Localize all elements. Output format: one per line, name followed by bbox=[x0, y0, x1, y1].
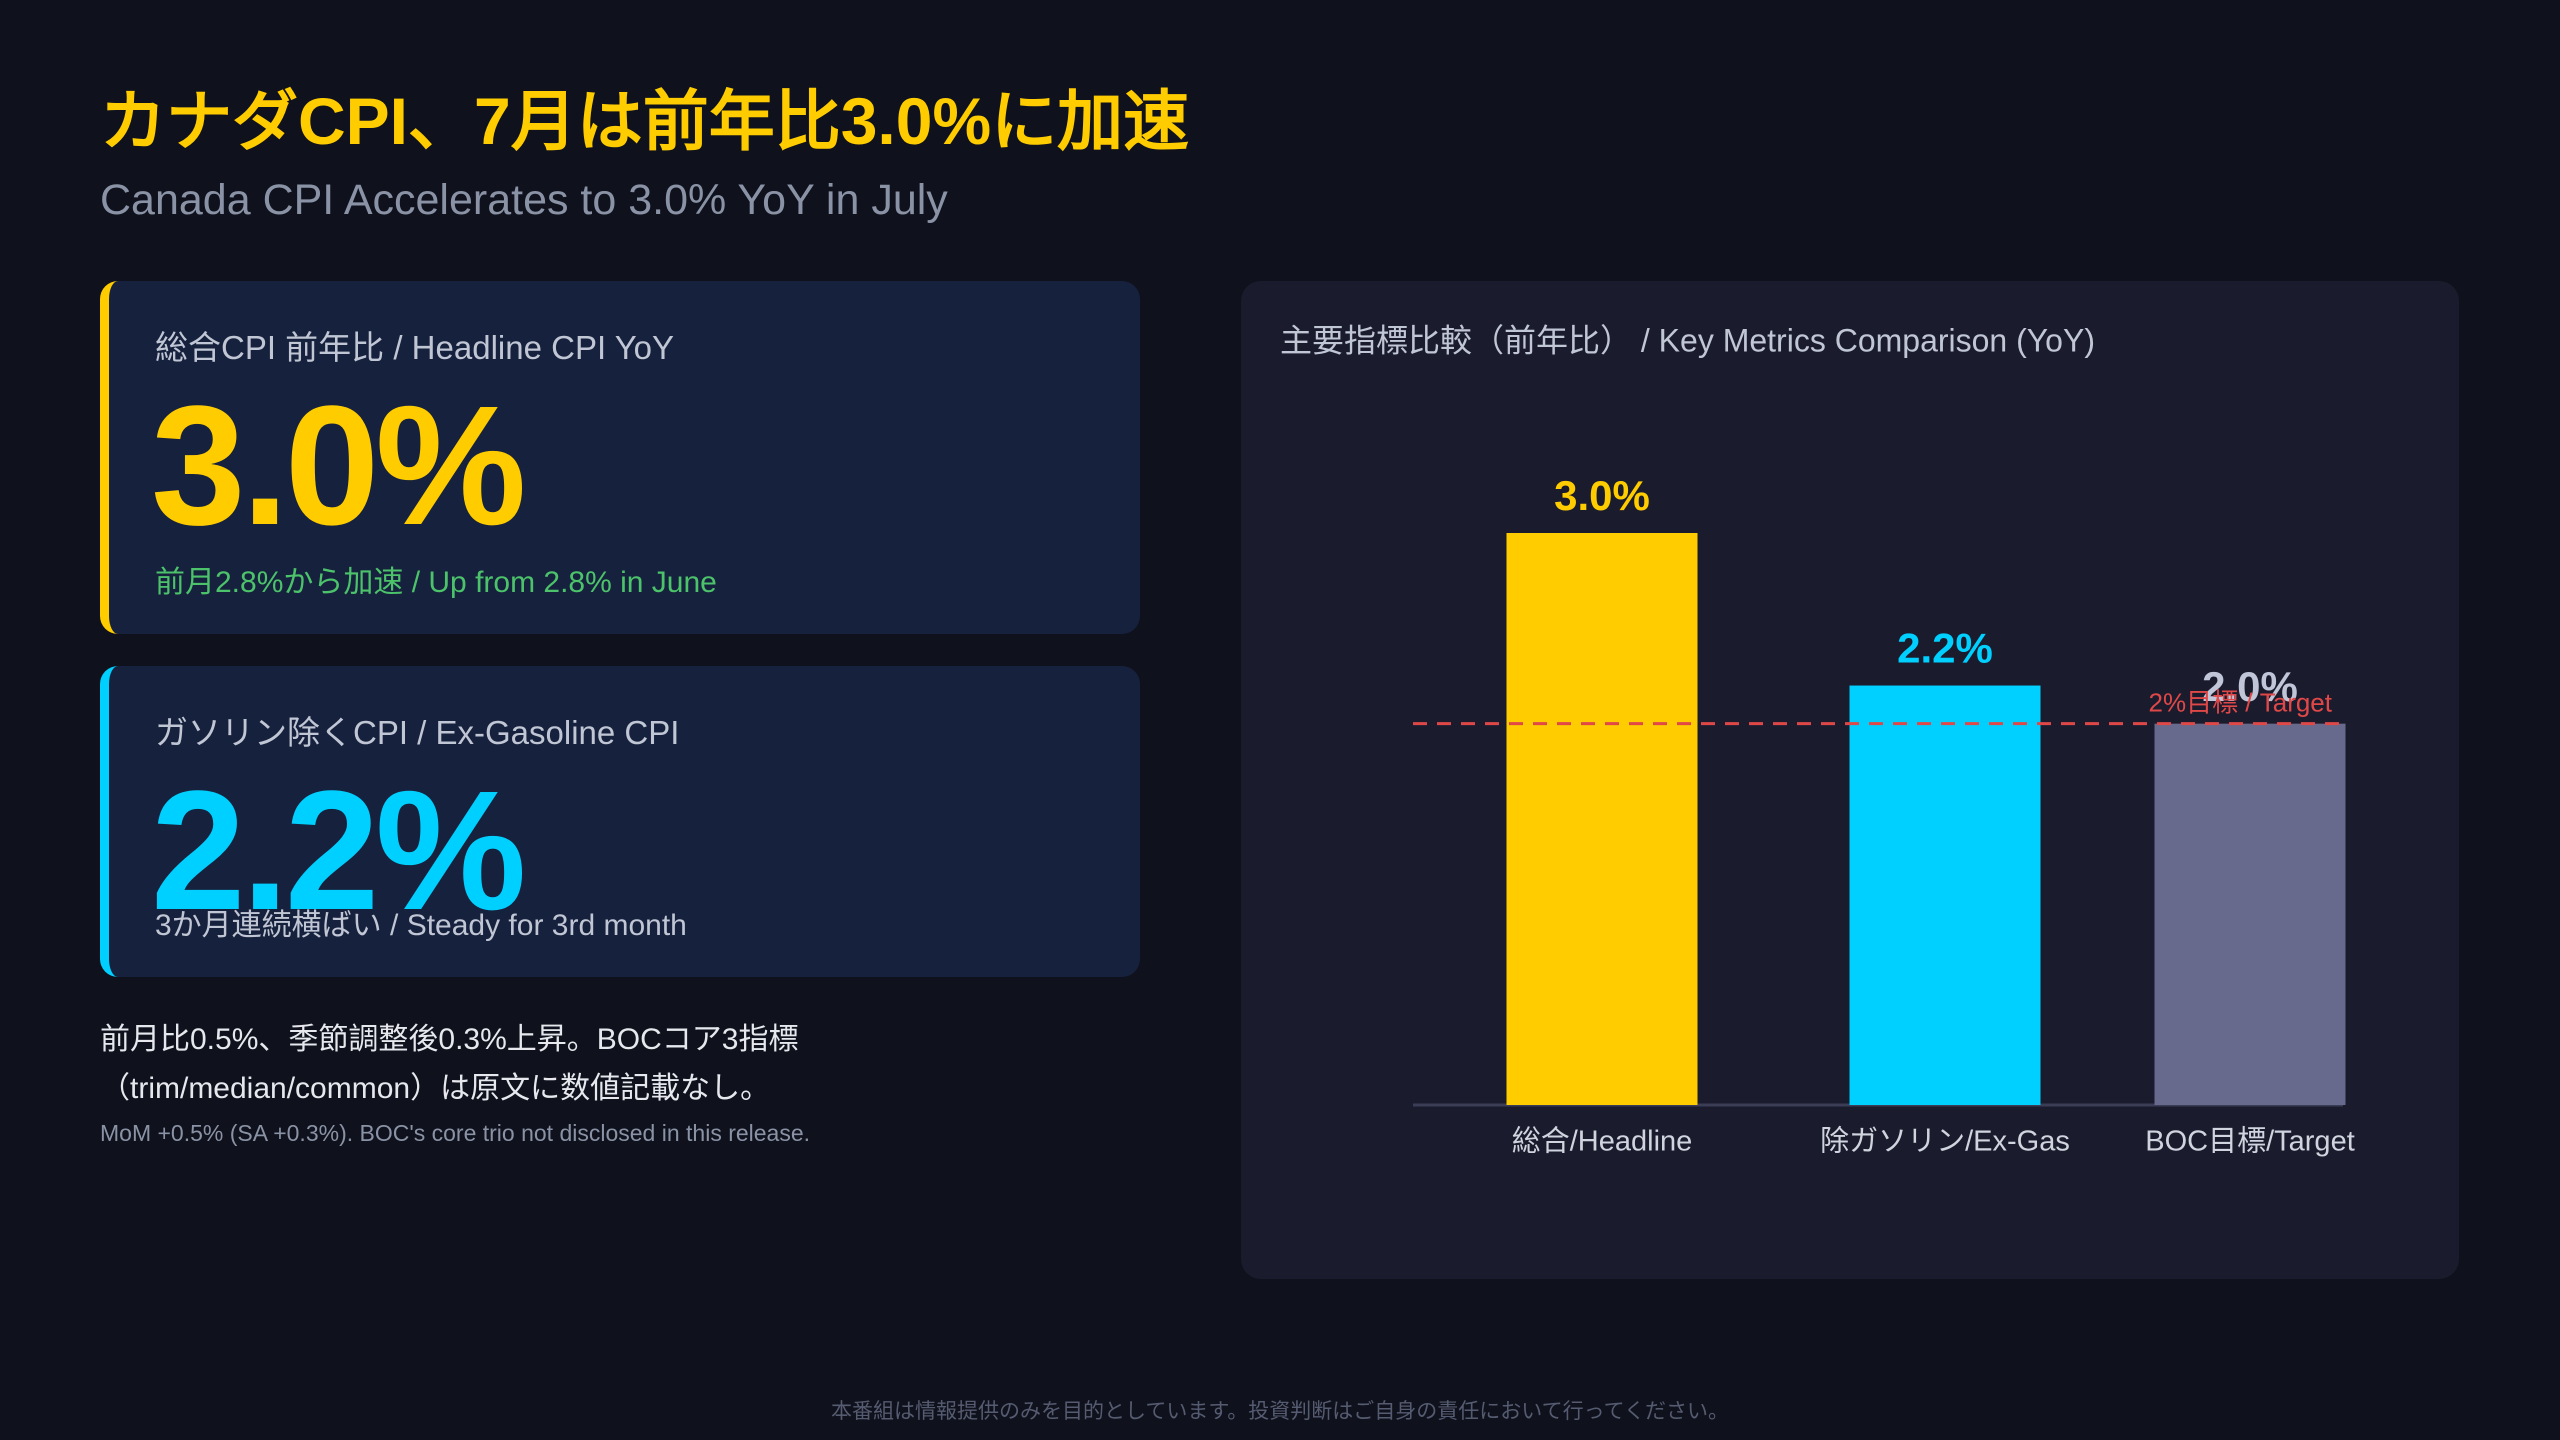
card-value: 2.2% bbox=[151, 756, 526, 946]
card-value: 3.0% bbox=[151, 371, 526, 561]
card-label: ガソリン除くCPI / Ex-Gasoline CPI bbox=[155, 714, 680, 751]
x-tick-label: 総合/Headline bbox=[1512, 1125, 1693, 1158]
bar bbox=[1849, 685, 2041, 1105]
bar bbox=[2154, 723, 2346, 1105]
card-note: 3か月連続横ばい / Steady for 3rd month bbox=[155, 909, 687, 942]
card-note: 前月2.8%から加速 / Up from 2.8% in June bbox=[155, 566, 717, 599]
reference-label: 2%目標 / Target bbox=[2148, 688, 2332, 718]
value-label: 2.2% bbox=[1897, 625, 1993, 672]
card: ガソリン除くCPI / Ex-Gasoline CPI 2.2% 3か月連続横ば… bbox=[100, 666, 1140, 977]
value-label: 2.0% bbox=[2202, 663, 2298, 710]
card: 総合CPI 前年比 / Headline CPI YoY 3.0% 前月2.8%… bbox=[100, 281, 1140, 634]
x-tick-label: 除ガソリン/Ex-Gas bbox=[1820, 1125, 2070, 1158]
card-label: 総合CPI 前年比 / Headline CPI YoY bbox=[155, 329, 675, 366]
x-tick-label: BOC目標/Target bbox=[2145, 1125, 2355, 1158]
subtitle: Canada CPI Accelerates to 3.0% YoY in Ju… bbox=[100, 176, 948, 224]
note-small: MoM +0.5% (SA +0.3%). BOC's core trio no… bbox=[100, 1120, 811, 1146]
footer: 本番組は情報提供のみを目的としています。投資判断はご自身の責任において行ってくだ… bbox=[831, 1400, 1729, 1423]
title: カナダCPI、7月は前年比3.0%に加速 bbox=[100, 84, 1190, 158]
chart-title: 主要指標比較（前年比） / Key Metrics Comparison (Yo… bbox=[1280, 322, 2095, 358]
note-line: 前月比0.5%、季節調整後0.3%上昇。BOCコア3指標 bbox=[100, 1023, 799, 1056]
value-label: 3.0% bbox=[1554, 472, 1650, 519]
bar bbox=[1506, 533, 1698, 1105]
note-line: （trim/median/common）は原文に数値記載なし。 bbox=[100, 1072, 771, 1105]
